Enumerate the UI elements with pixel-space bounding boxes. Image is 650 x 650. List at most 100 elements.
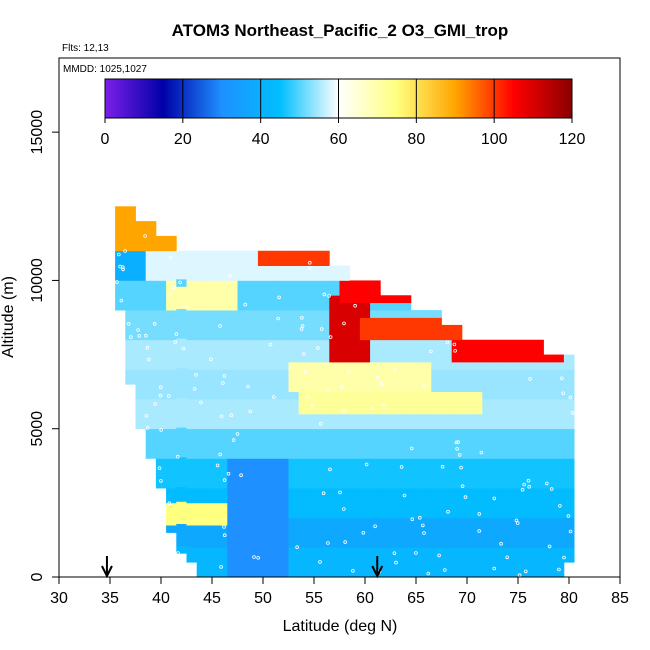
heatmap-cell [186,495,198,504]
sample-dot [146,425,150,430]
heatmap-cell [380,295,391,304]
heatmap-cell [247,473,259,482]
heatmap-cell [155,406,167,415]
heatmap-cell [288,443,300,452]
heatmap-cell [155,436,167,444]
heatmap-cell [247,324,259,333]
heatmap-cell [186,310,198,318]
sample-dot [522,482,526,487]
heatmap-cell [166,488,177,496]
x-axis-label: Latitude (deg N) [283,618,398,635]
heatmap-cell [278,473,289,482]
heatmap-cell [349,384,361,393]
heatmap-cell [563,473,575,482]
heatmap-cell [523,539,534,548]
heatmap-cell [512,488,524,496]
heatmap-cell [390,458,402,467]
heatmap-cell [227,488,238,496]
sample-dot [379,381,384,386]
heatmap-cell [472,473,483,482]
heatmap-cell [359,554,371,563]
heatmap-cell [145,273,157,281]
heatmap-cell [206,547,218,556]
heatmap-cell [298,465,310,474]
heatmap-cell [166,310,177,318]
y-tick-label: 0 [29,572,46,581]
sample-dot [361,530,366,535]
heatmap-cell [257,384,269,393]
heatmap-cell [298,280,310,289]
heatmap-cell [247,339,259,348]
heatmap-cell [288,324,300,333]
heatmap-cell [298,391,310,400]
heatmap-cell [533,488,544,496]
heatmap-cell [380,413,391,422]
heatmap-cell [237,554,249,563]
heatmap-cell [370,465,381,474]
heatmap-cell [227,302,238,311]
heatmap-cell [523,554,534,563]
heatmap-cell [451,554,463,563]
heatmap-cell [329,539,340,548]
heatmap-cell [553,384,565,393]
heatmap-cell [563,539,575,548]
heatmap-cell [155,354,167,363]
heatmap-cell [278,295,289,304]
heatmap-cell [451,547,463,556]
heatmap-cell [472,450,483,459]
heatmap-cell [166,421,177,430]
heatmap-cell [329,354,340,363]
chart-title: ATOM3 Northeast_Pacific_2 O3_GMI_trop [172,21,509,40]
heatmap-cell [339,569,351,578]
heatmap-cell [380,502,391,511]
heatmap-cell [380,324,391,333]
heatmap-cell [237,347,249,355]
heatmap-cell [380,384,391,393]
heatmap-cell [319,273,330,281]
sample-dot [229,413,234,418]
heatmap-cell [451,502,463,511]
heatmap-cell [523,413,534,422]
heatmap-cell [349,406,361,415]
heatmap-cell [359,354,371,363]
heatmap-cell [278,258,289,266]
heatmap-cell [329,406,340,415]
heatmap-cell [227,339,238,348]
heatmap-cell [125,295,136,304]
heatmap-cell [176,501,187,510]
sample-dot [452,342,457,347]
heatmap-cell [319,258,330,266]
flights-note: Flts: 12,13 [62,43,109,54]
heatmap-cell [257,450,269,459]
heatmap-cell [553,532,565,541]
heatmap-cell [339,347,351,355]
heatmap-cell [319,450,330,459]
sample-dot [243,302,248,307]
heatmap-cell [186,406,198,415]
heatmap-cell [155,295,167,304]
heatmap-cell [492,436,504,444]
heatmap-cell [227,480,238,489]
heatmap-cell [512,458,524,467]
heatmap-cell [186,436,198,444]
heatmap-cell [176,531,187,539]
heatmap-cell [288,391,300,400]
heatmap-cell [533,458,544,467]
heatmap-cell [308,317,320,326]
heatmap-cell [553,443,565,452]
heatmap-cell [451,465,463,474]
heatmap-cell [472,354,483,363]
heatmap-cell [237,495,249,504]
heatmap-cell [247,517,259,526]
heatmap-cell [410,458,422,467]
heatmap-cell [512,406,524,415]
heatmap-cell [135,221,147,229]
heatmap-cell [257,280,269,289]
heatmap-cell [472,562,483,570]
heatmap-cell [543,517,555,526]
heatmap-cell [176,442,187,450]
heatmap-cell [410,532,422,541]
heatmap-cell [166,458,177,467]
heatmap-cell [370,436,381,444]
